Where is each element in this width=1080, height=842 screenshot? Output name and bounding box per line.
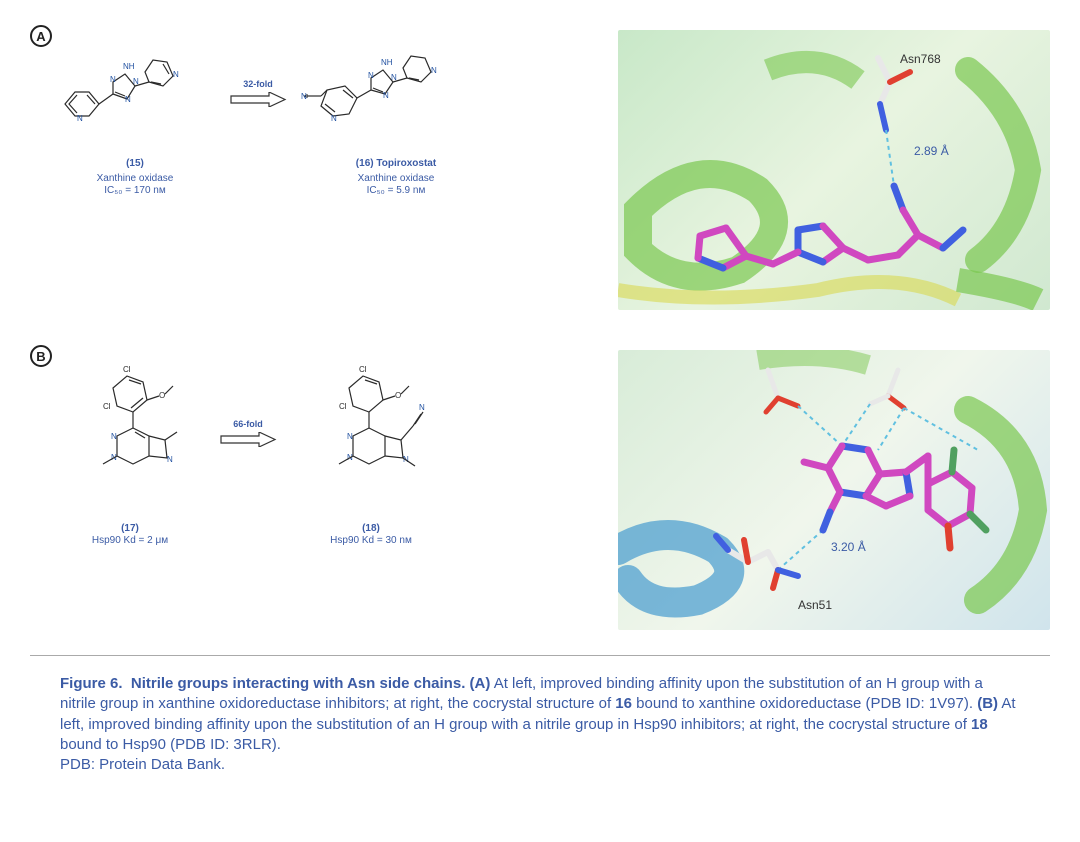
svg-text:Cl: Cl — [359, 365, 367, 374]
panel-a-3d-svg — [618, 30, 1050, 310]
panel-b-fold: 66-fold — [233, 419, 263, 429]
panel-a-label: A — [30, 25, 52, 47]
svg-text:Cl: Cl — [339, 402, 347, 411]
svg-text:N: N — [383, 91, 389, 100]
panel-b-arrow: 66-fold — [219, 419, 277, 447]
svg-text:O: O — [395, 391, 401, 400]
figure-title: Nitrile groups interacting with Asn side… — [131, 675, 466, 692]
compound-15-block: N N N N NH — [55, 44, 215, 196]
arrow-icon — [219, 432, 277, 447]
caption-b-ref: (B) — [977, 695, 998, 712]
compound-16-structure: N N — [301, 44, 491, 154]
svg-text:N: N — [368, 71, 374, 80]
panel-b-residue-label: Asn51 — [798, 598, 832, 612]
compound-17-id: (17) — [55, 523, 205, 534]
compound-18-block: Cl Cl O N N N — [291, 364, 451, 546]
panel-a-distance-label: 2.89 Å — [914, 144, 949, 158]
panel-b-label: B — [30, 345, 52, 367]
caption-a-cmpd: 16 — [615, 695, 632, 712]
svg-text:NH: NH — [381, 58, 393, 67]
compound-16-target: Xanthine oxidase — [301, 173, 491, 184]
panel-a-fold: 32-fold — [243, 79, 273, 89]
svg-text:N: N — [110, 75, 116, 84]
svg-text:N: N — [125, 95, 131, 104]
panel-a-scheme: N N N N NH — [55, 44, 608, 196]
compound-17-structure: Cl Cl O N N — [55, 364, 205, 519]
svg-text:N: N — [431, 66, 437, 75]
svg-text:NH: NH — [123, 62, 135, 71]
svg-text:N: N — [173, 70, 179, 79]
svg-text:Cl: Cl — [103, 402, 111, 411]
panel-b-3d-svg — [618, 350, 1050, 630]
compound-16-id: (16) Topiroxostat — [301, 158, 491, 169]
svg-text:N: N — [347, 432, 353, 441]
panel-a: A N — [30, 30, 1050, 310]
compound-18-affinity: Hsp90 Kd = 30 nᴍ — [291, 535, 451, 546]
figure-caption: Figure 6. Nitrile groups interacting wit… — [30, 655, 1050, 799]
svg-text:O: O — [159, 391, 165, 400]
svg-text:N: N — [331, 114, 337, 123]
caption-b-cmpd: 18 — [971, 716, 988, 733]
compound-18-id: (18) — [291, 523, 451, 534]
figure-number: Figure 6. — [60, 675, 123, 692]
panel-b: B Cl Cl — [30, 350, 1050, 630]
panel-a-left: A N — [30, 30, 608, 310]
compound-16-affinity: IC₅₀ = 5.9 nᴍ — [301, 185, 491, 196]
svg-text:N: N — [419, 403, 425, 412]
panel-b-distance-label: 3.20 Å — [831, 540, 866, 554]
svg-text:N: N — [301, 92, 307, 101]
compound-15-structure: N N N N NH — [55, 44, 215, 154]
compound-15-affinity: IC₅₀ = 170 nᴍ — [55, 185, 215, 196]
panel-b-structure-image: 3.20 Å Asn51 — [618, 350, 1050, 630]
panel-a-residue-label: Asn768 — [900, 52, 941, 66]
panel-b-left: B Cl Cl — [30, 350, 608, 630]
svg-text:N: N — [111, 432, 117, 441]
figure-container: A N — [0, 0, 1080, 799]
caption-a-tail: bound to xanthine oxidoreductase (PDB ID… — [632, 695, 977, 712]
panel-a-arrow: 32-fold — [229, 79, 287, 107]
caption-pdb-note: PDB: Protein Data Bank. — [60, 756, 225, 773]
compound-18-structure: Cl Cl O N N N — [291, 364, 451, 519]
svg-text:N: N — [167, 455, 173, 464]
caption-b-tail: bound to Hsp90 (PDB ID: 3RLR). — [60, 736, 281, 753]
caption-a-ref: (A) — [470, 675, 491, 692]
arrow-icon — [229, 92, 287, 107]
panel-b-scheme: Cl Cl O N N — [55, 364, 608, 546]
compound-15-id: (15) — [55, 158, 215, 169]
panel-a-structure-image: Asn768 2.89 Å — [618, 30, 1050, 310]
compound-16-block: N N — [301, 44, 491, 196]
compound-15-target: Xanthine oxidase — [55, 173, 215, 184]
compound-17-affinity: Hsp90 Kd = 2 μᴍ — [55, 535, 205, 546]
compound-17-block: Cl Cl O N N — [55, 364, 205, 546]
svg-text:Cl: Cl — [123, 365, 131, 374]
svg-text:N: N — [77, 114, 83, 123]
figure-panels: A N — [0, 0, 1080, 640]
